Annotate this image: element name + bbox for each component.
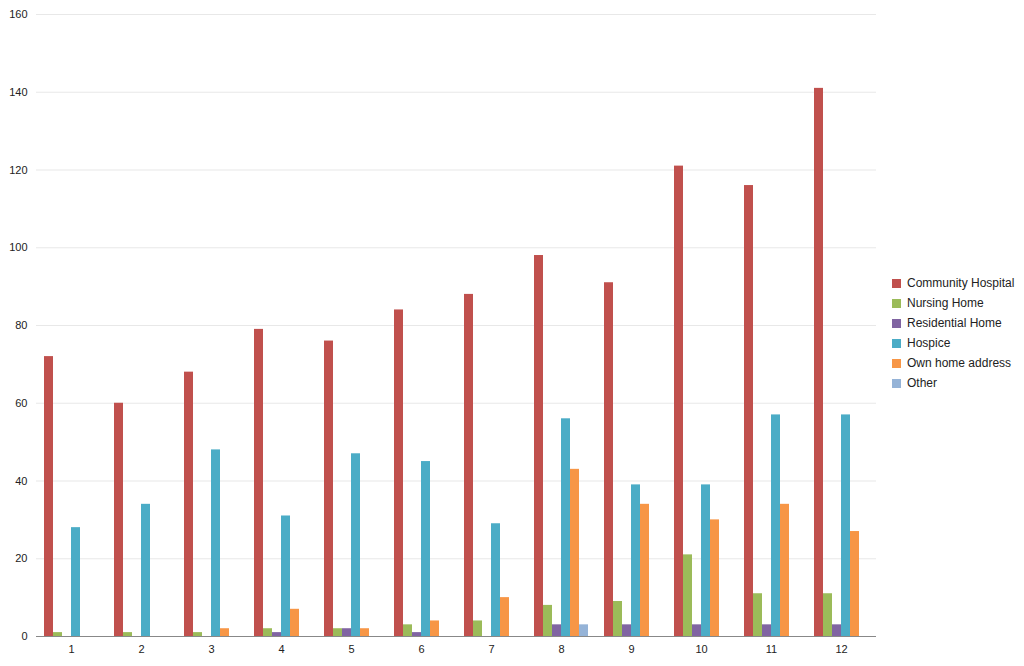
svg-text:9: 9 bbox=[628, 643, 634, 655]
svg-text:5: 5 bbox=[348, 643, 354, 655]
svg-text:160: 160 bbox=[9, 8, 27, 20]
svg-text:100: 100 bbox=[9, 241, 27, 253]
html-text:Hospice: Hospice bbox=[907, 336, 951, 350]
svg-text:11: 11 bbox=[766, 643, 777, 655]
html-text:Nursing Home: Nursing Home bbox=[907, 296, 984, 310]
svg-text:3: 3 bbox=[208, 643, 214, 655]
svg-text:60: 60 bbox=[15, 397, 27, 409]
svg-text:40: 40 bbox=[15, 475, 27, 487]
svg-text:80: 80 bbox=[15, 319, 27, 331]
svg-text:12: 12 bbox=[835, 643, 847, 655]
svg-text:1: 1 bbox=[68, 643, 74, 655]
svg-text:8: 8 bbox=[558, 643, 564, 655]
html-text:Own home address: Own home address bbox=[907, 356, 1012, 370]
svg-text:10: 10 bbox=[695, 643, 707, 655]
svg-text:4: 4 bbox=[278, 643, 284, 655]
svg-text:20: 20 bbox=[15, 552, 27, 564]
html-text:Residential Home: Residential Home bbox=[907, 316, 1002, 330]
svg-text:140: 140 bbox=[9, 86, 27, 98]
svg-text:2: 2 bbox=[138, 643, 144, 655]
html-text:Community Hospital: Community Hospital bbox=[907, 276, 1015, 290]
svg-text:6: 6 bbox=[418, 643, 424, 655]
svg-text:0: 0 bbox=[21, 630, 27, 642]
html-text:Other: Other bbox=[907, 376, 937, 390]
svg-text:120: 120 bbox=[9, 164, 27, 176]
svg-text:7: 7 bbox=[488, 643, 494, 655]
